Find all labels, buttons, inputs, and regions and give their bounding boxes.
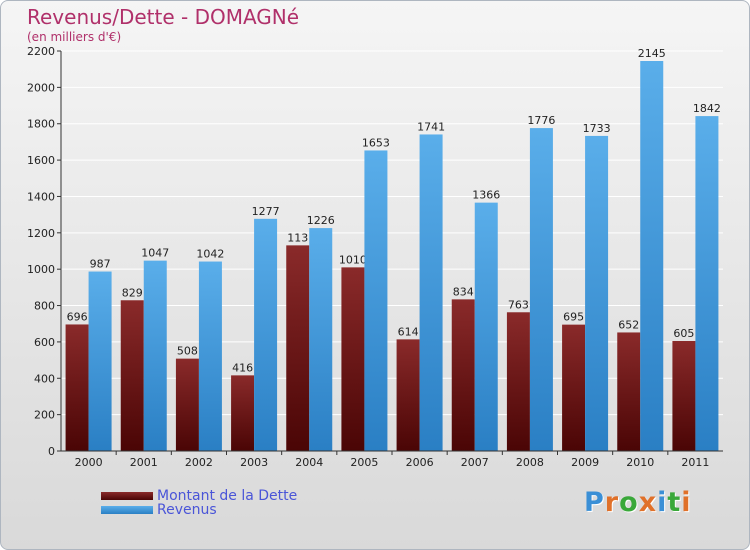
data-label-dette: 113 — [287, 231, 308, 244]
y-tick-label: 1800 — [27, 118, 55, 131]
y-tick-label: 1000 — [27, 263, 55, 276]
y-tick-label: 1600 — [27, 154, 55, 167]
data-label-dette: 695 — [563, 311, 584, 324]
bar-revenus — [143, 260, 167, 451]
legend-item-dette: Montant de la Dette — [101, 489, 297, 503]
bar-dette — [175, 358, 199, 451]
logo-letter: i — [681, 487, 692, 518]
y-tick-label: 400 — [34, 372, 55, 385]
bar-dette — [65, 324, 89, 451]
data-label-revenus: 987 — [90, 258, 111, 271]
data-label-dette: 605 — [673, 327, 694, 340]
y-tick-label: 1200 — [27, 227, 55, 240]
x-tick-label: 2008 — [516, 456, 544, 469]
bar-revenus — [88, 271, 112, 451]
data-label-revenus: 1842 — [693, 102, 721, 115]
bar-dette — [120, 300, 144, 451]
legend-swatch-revenus — [101, 506, 153, 514]
data-label-dette: 696 — [67, 310, 88, 323]
chart-subtitle: (en milliers d'€) — [27, 30, 122, 44]
data-label-revenus: 1226 — [307, 214, 335, 227]
bar-dette — [562, 324, 586, 451]
data-label-revenus: 1741 — [417, 120, 445, 133]
y-tick-label: 800 — [34, 300, 55, 313]
logo-letter: t — [667, 487, 682, 518]
x-tick-label: 2000 — [75, 456, 103, 469]
x-tick-label: 2001 — [130, 456, 158, 469]
legend-item-revenus: Revenus — [101, 503, 217, 517]
bar-revenus — [695, 116, 719, 451]
y-tick-label: 2200 — [27, 45, 55, 58]
legend-label-dette: Montant de la Dette — [157, 488, 298, 504]
bar-dette — [451, 299, 475, 451]
logo-letter: P — [584, 487, 605, 518]
bar-revenus — [364, 150, 388, 452]
data-label-dette: 829 — [122, 286, 143, 299]
bars: 696 987 829 1047 508 1042 416 1277 113 1226 1010 16… — [65, 47, 721, 452]
y-tick-label: 600 — [34, 336, 55, 349]
bar-revenus — [640, 61, 664, 451]
bar-revenus — [309, 228, 333, 451]
y-tick-label: 0 — [48, 445, 55, 458]
data-label-revenus: 1366 — [472, 189, 500, 202]
data-label-dette: 1010 — [339, 253, 367, 266]
data-label-dette: 763 — [508, 298, 529, 311]
x-tick-label: 2005 — [350, 456, 378, 469]
x-tick-label: 2004 — [295, 456, 323, 469]
x-tick-label: 2002 — [185, 456, 213, 469]
bar-revenus — [198, 261, 222, 451]
x-tick-label: 2003 — [240, 456, 268, 469]
bar-revenus — [585, 135, 609, 451]
grid-lines — [61, 50, 723, 416]
x-tick-label: 2009 — [571, 456, 599, 469]
bar-revenus — [529, 128, 553, 451]
data-label-dette: 508 — [177, 345, 198, 358]
logo-letter: o — [619, 487, 639, 518]
data-label-revenus: 1047 — [141, 247, 169, 260]
data-label-revenus: 1042 — [196, 248, 224, 261]
data-label-dette: 614 — [398, 325, 419, 338]
data-label-dette: 834 — [453, 285, 474, 298]
proxiti-logo: Proxiti — [584, 487, 692, 518]
legend-label-revenus: Revenus — [157, 502, 217, 518]
bar-dette — [231, 375, 255, 451]
data-label-revenus: 2145 — [638, 47, 666, 60]
y-tick-label: 200 — [34, 409, 55, 422]
bar-dette — [396, 339, 420, 451]
data-label-dette: 652 — [618, 318, 639, 331]
logo-letter: i — [657, 487, 668, 518]
data-label-revenus: 1776 — [527, 114, 555, 127]
bar-dette — [286, 245, 310, 451]
data-label-revenus: 1653 — [362, 136, 390, 149]
chart-title: Revenus/Dette - DOMAGNé — [27, 5, 300, 29]
data-label-revenus: 1733 — [583, 122, 611, 135]
y-tick-label: 1400 — [27, 190, 55, 203]
legend-swatch-dette — [101, 492, 153, 500]
bar-dette — [672, 341, 696, 451]
bar-revenus — [474, 202, 498, 451]
x-tick-label: 2006 — [406, 456, 434, 469]
data-label-revenus: 1277 — [252, 205, 280, 218]
bar-dette — [617, 332, 641, 451]
bar-revenus — [419, 134, 443, 452]
x-tick-label: 2011 — [681, 456, 709, 469]
logo-letter: r — [604, 487, 620, 518]
bar-revenus — [254, 218, 278, 451]
logo-letter: x — [638, 487, 658, 518]
data-label-dette: 416 — [232, 361, 253, 374]
x-tick-label: 2007 — [461, 456, 489, 469]
y-tick-label: 2000 — [27, 81, 55, 94]
bar-dette — [506, 312, 530, 451]
x-tick-label: 2010 — [626, 456, 654, 469]
axes: 0 200 400 600 800 1000 1200 1400 1600 1800 2000 220… — [27, 45, 723, 469]
bar-dette — [341, 267, 365, 451]
